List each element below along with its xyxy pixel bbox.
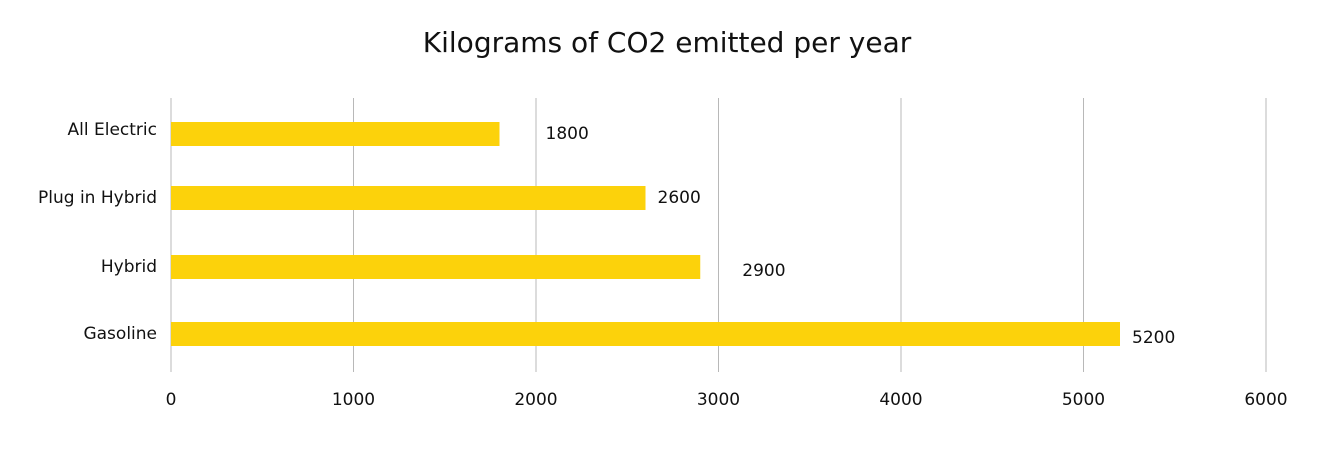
data-label-all-electric: 1800: [546, 124, 589, 144]
bar-hybrid: [171, 255, 701, 279]
category-label-plug-in-hybrid: Plug in Hybrid: [38, 188, 157, 208]
x-axis-tick-labels: 0 1000 2000 3000 4000 5000 6000: [166, 390, 1288, 410]
x-tick-label-0: 0: [166, 390, 177, 410]
bar-plug-in-hybrid: [171, 186, 646, 210]
x-tick-label-2000: 2000: [514, 390, 557, 410]
x-tick-label-3000: 3000: [697, 390, 740, 410]
category-label-all-electric: All Electric: [68, 120, 157, 140]
data-label-plug-in-hybrid: 2600: [658, 188, 701, 208]
bar-all-electric: [171, 122, 500, 146]
chart-title: Kilograms of CO2 emitted per year: [422, 26, 912, 59]
x-tick-label-4000: 4000: [879, 390, 922, 410]
category-label-hybrid: Hybrid: [101, 257, 157, 277]
x-tick-label-5000: 5000: [1062, 390, 1105, 410]
category-label-gasoline: Gasoline: [83, 324, 157, 344]
data-label-hybrid: 2900: [742, 261, 785, 281]
bar-gasoline: [171, 322, 1120, 346]
x-tick-label-1000: 1000: [332, 390, 375, 410]
bars: [171, 122, 1120, 346]
data-labels: 1800 2600 2900 5200: [546, 124, 1176, 348]
category-labels: All Electric Plug in Hybrid Hybrid Gasoline: [38, 120, 157, 344]
data-label-gasoline: 5200: [1132, 328, 1175, 348]
x-tick-label-6000: 6000: [1244, 390, 1287, 410]
